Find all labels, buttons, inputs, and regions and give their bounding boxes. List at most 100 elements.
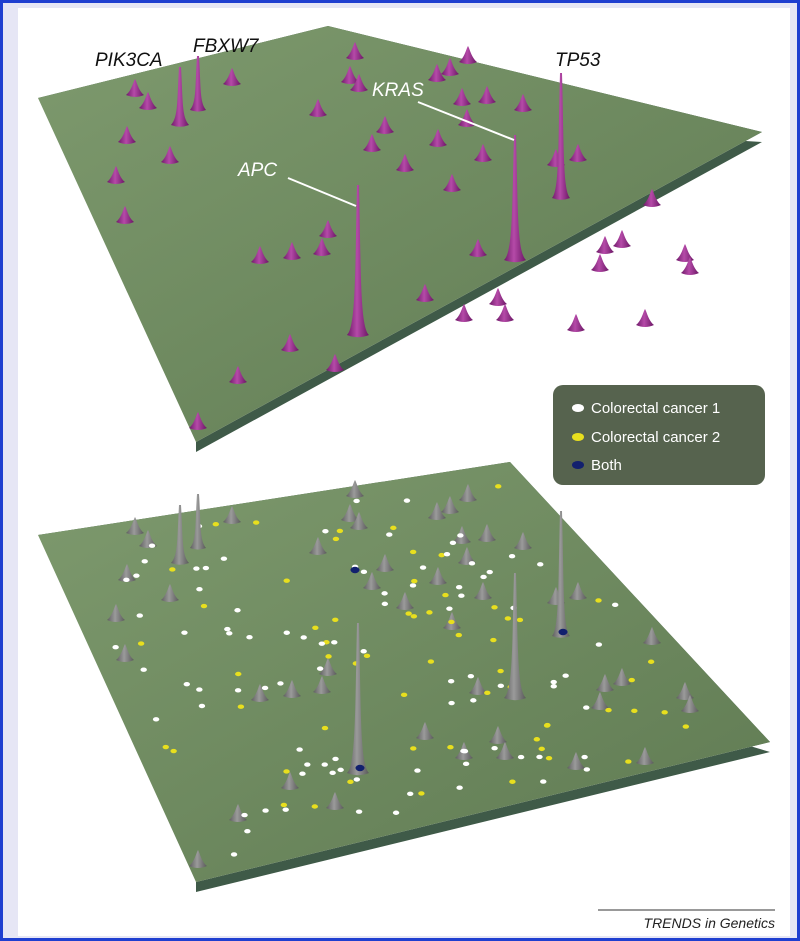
peak <box>416 284 434 303</box>
mutation-dot <box>169 567 176 572</box>
mutation-dot <box>480 574 487 580</box>
mutation-dot <box>244 829 251 834</box>
mutation-dot <box>491 605 498 610</box>
peak <box>326 354 344 373</box>
mutation-dot <box>456 785 463 790</box>
peak <box>346 42 364 61</box>
legend-label: Both <box>591 457 622 474</box>
mutation-dot <box>438 552 445 558</box>
mutation-dot <box>647 659 655 664</box>
mutation-dot <box>234 608 241 613</box>
peak <box>459 46 477 65</box>
mutation-dot <box>133 573 140 578</box>
mutation-dot <box>283 769 290 774</box>
peak <box>189 850 207 869</box>
peak <box>350 74 368 93</box>
mutation-dot <box>386 532 393 537</box>
peak <box>496 742 514 761</box>
peak <box>643 627 661 646</box>
mutation-dot <box>181 630 188 635</box>
peak <box>116 206 134 225</box>
peak <box>458 547 476 566</box>
peak <box>569 582 587 601</box>
peak <box>283 242 301 261</box>
peak <box>118 126 136 145</box>
mutation-dot <box>353 777 361 782</box>
peak <box>441 58 459 77</box>
peak <box>613 230 631 249</box>
mutation-dot <box>462 761 470 767</box>
peak <box>326 792 344 811</box>
tall-peak <box>552 511 570 638</box>
mutation-dot <box>136 613 143 618</box>
mutation-dot <box>300 635 307 640</box>
mutation-dot <box>318 641 326 646</box>
mutation-dot <box>418 791 425 796</box>
peak <box>496 304 514 323</box>
mutation-dot <box>410 746 417 751</box>
mutation-dot <box>550 679 557 685</box>
mutation-dot <box>508 554 516 559</box>
mutation-dot <box>198 703 206 709</box>
mutation-dot <box>321 762 328 767</box>
legend-label: Colorectal cancer 1 <box>591 400 720 417</box>
mutation-dot <box>347 779 354 785</box>
mutation-dot <box>661 710 668 715</box>
peak <box>489 726 507 745</box>
peak <box>229 366 247 385</box>
peak <box>676 682 694 701</box>
mutation-dot <box>282 807 289 812</box>
mutation-dot <box>316 666 324 671</box>
peak <box>363 572 381 591</box>
mutation-dot <box>183 681 190 687</box>
peak <box>396 154 414 173</box>
leader-line <box>287 177 357 207</box>
tall-peak <box>552 73 570 200</box>
mutation-dot <box>516 617 524 623</box>
peak <box>455 304 473 323</box>
peak <box>443 174 461 193</box>
mutation-dot <box>409 583 417 588</box>
mutation-dot <box>283 578 290 583</box>
mutation-dot <box>363 653 371 659</box>
peak <box>567 752 585 771</box>
mutation-dot <box>595 598 602 603</box>
peak <box>313 676 331 695</box>
peak <box>613 668 631 687</box>
peak <box>676 244 694 263</box>
mutation-dot <box>200 603 208 609</box>
mutation-dot <box>540 779 547 784</box>
mutation-dot <box>141 559 148 564</box>
mutation-dot <box>332 756 339 762</box>
peak <box>596 674 614 693</box>
mutation-dot <box>544 722 551 728</box>
mutation-dot <box>407 791 414 796</box>
mutation-dot <box>403 498 411 503</box>
peak <box>429 129 447 148</box>
mutation-dot <box>583 767 591 772</box>
tall-peak <box>347 623 369 776</box>
mutation-dot <box>332 617 339 622</box>
mutation-dot <box>457 533 464 538</box>
tall-peak <box>347 185 369 338</box>
peak <box>126 517 144 536</box>
mutation-dot <box>312 625 319 630</box>
peak <box>281 334 299 353</box>
mutation-dot <box>162 744 169 750</box>
mutation-dot <box>605 707 612 713</box>
mutation-dot <box>329 770 336 776</box>
mutation-dot <box>558 628 568 636</box>
mutation-dot <box>455 632 462 638</box>
peak <box>313 238 331 257</box>
legend-label: Colorectal cancer 2 <box>591 429 720 446</box>
mutation-dot <box>495 484 502 489</box>
peak <box>591 254 609 273</box>
mutation-dot <box>595 642 603 647</box>
legend: Colorectal cancer 1 Colorectal cancer 2 … <box>553 385 765 485</box>
mutation-dot <box>140 667 147 672</box>
peak <box>429 567 447 586</box>
peak <box>350 512 368 531</box>
mutation-dot <box>360 569 368 575</box>
mutation-dot <box>196 687 203 692</box>
